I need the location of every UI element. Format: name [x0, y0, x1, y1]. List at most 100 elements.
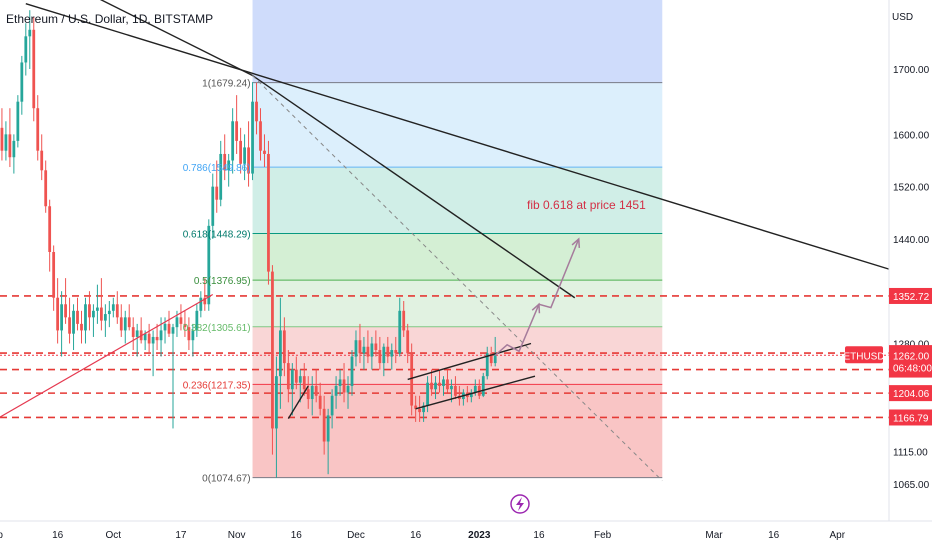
candle: [306, 389, 310, 400]
candle: [302, 376, 306, 390]
trendline: [252, 74, 576, 299]
candle: [199, 297, 203, 311]
candle: [267, 153, 270, 272]
candle: [56, 297, 60, 331]
trendline: [415, 375, 536, 410]
candle: [107, 310, 111, 315]
y-tick-label: 1520.00: [893, 183, 930, 194]
candle: [88, 304, 91, 318]
x-tick-label: Sep: [0, 530, 3, 541]
candle: [298, 376, 302, 383]
candle: [99, 307, 103, 321]
candle: [398, 310, 402, 354]
candle: [8, 134, 12, 158]
candle: [143, 333, 147, 341]
candle: [255, 101, 258, 122]
candle: [278, 330, 282, 377]
candle: [374, 343, 378, 351]
trendline: [0, 293, 214, 418]
candle: [366, 346, 370, 357]
projection-arrowhead: [571, 237, 581, 248]
candle: [127, 317, 131, 328]
candle: [0, 127, 4, 151]
candle: [84, 304, 87, 331]
candle: [326, 415, 330, 442]
trendline: [287, 385, 309, 420]
x-tick-label: 16: [52, 530, 64, 541]
x-tick-label: Feb: [594, 530, 612, 541]
candle: [422, 405, 425, 413]
candle: [80, 323, 83, 331]
lightning-icon[interactable]: [510, 494, 530, 514]
candle: [390, 350, 394, 357]
candle: [394, 350, 398, 354]
candle: [243, 147, 246, 164]
trendlines: [0, 0, 898, 482]
trendline: [407, 342, 532, 381]
candle: [151, 336, 155, 344]
level-badge-label: 1204.06: [893, 389, 930, 400]
candle: [183, 323, 187, 328]
candle: [103, 314, 107, 321]
x-tick-label: 16: [768, 530, 780, 541]
level-badge-label: 1352.72: [893, 292, 930, 303]
fib-label: 0(1074.67): [202, 474, 250, 485]
candle: [175, 317, 179, 328]
time-axis[interactable]: [0, 521, 932, 550]
candle: [64, 304, 67, 318]
fib-label: 0.236(1217.35): [183, 380, 251, 391]
candle: [111, 304, 115, 311]
candle: [454, 385, 457, 396]
candle: [382, 346, 386, 364]
candle: [179, 317, 183, 324]
y-tick-label: 1700.00: [893, 65, 930, 76]
x-tick-label: Oct: [106, 530, 122, 541]
candle: [72, 310, 75, 334]
fib-zone: [252, 233, 663, 281]
candle: [167, 323, 171, 334]
candle: [485, 353, 489, 377]
annotation-text: fib 0.618 at price 1451: [527, 198, 646, 212]
projection-arrowhead: [531, 302, 541, 314]
candle: [20, 62, 24, 102]
candle: [259, 121, 262, 151]
y-tick-label: 1600.00: [893, 130, 930, 141]
candle: [52, 251, 56, 298]
candle: [40, 150, 44, 171]
candle: [215, 186, 219, 200]
candle: [24, 36, 28, 63]
x-ticks: Sep 16 Oct 17 Nov 16 Dec 16 2023 16 Feb Mar 16 Apr: [0, 530, 846, 541]
candle: [370, 343, 374, 357]
candle: [314, 385, 318, 396]
price-axis[interactable]: [889, 0, 932, 521]
candle: [493, 355, 497, 364]
last-price-badge: [889, 347, 932, 376]
candle: [402, 310, 406, 331]
candle: [155, 336, 159, 341]
x-tick-label: 16: [533, 530, 545, 541]
last-price-label: 1262.00: [893, 351, 930, 362]
symbol-badge: [845, 346, 883, 364]
price-badges: 1352.721265.291240.111204.061166.791262.…: [843, 287, 932, 426]
candle: [135, 330, 139, 337]
trendline: [252, 75, 663, 482]
candle: [275, 376, 278, 429]
candle: [346, 385, 350, 393]
y-axis-label: USD: [892, 12, 913, 23]
candle: [115, 304, 119, 318]
level-badge: [889, 287, 932, 304]
candle: [430, 382, 433, 390]
candle: [263, 150, 266, 154]
fib-label: 0.618(1448.29): [183, 230, 251, 241]
trendline: [25, 2, 898, 273]
candle: [68, 317, 71, 334]
fib-zone: [252, 82, 663, 168]
candle: [414, 405, 418, 409]
candle: [418, 408, 422, 413]
y-tick-label: 1065.00: [893, 480, 930, 491]
x-tick-label: Nov: [228, 530, 246, 541]
candle: [358, 340, 362, 354]
x-tick-label: 2023: [468, 530, 491, 541]
candle: [231, 121, 235, 161]
